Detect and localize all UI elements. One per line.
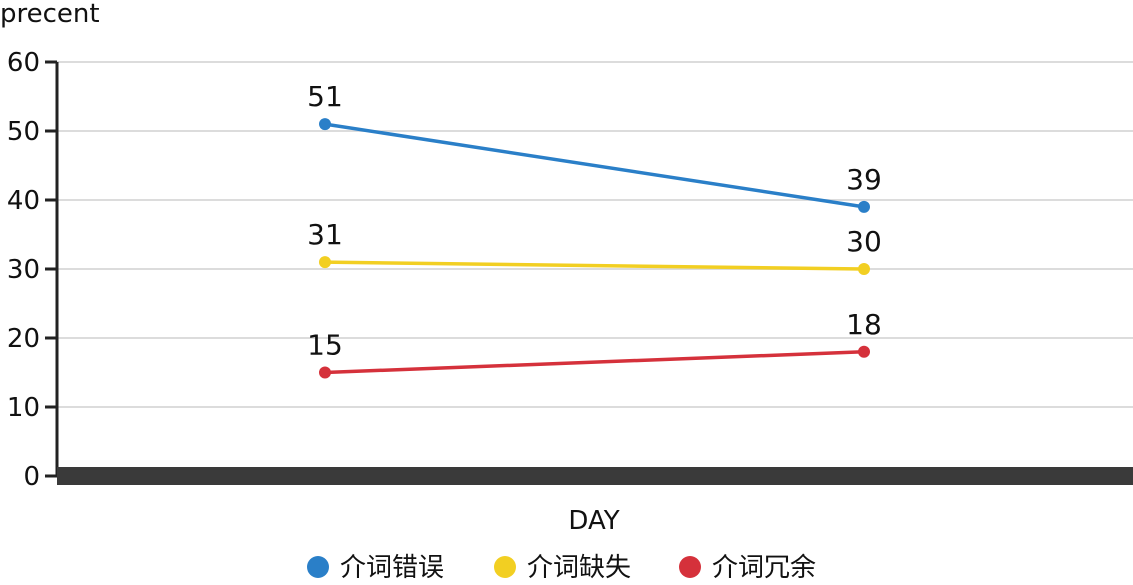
data-label: 51 [307,80,343,113]
axes [45,60,1133,485]
y-tick-label: 50 [7,117,40,147]
data-point [319,256,331,269]
legend-marker [307,556,329,578]
y-axis-title: precent [0,0,100,29]
data-label: 30 [846,225,882,258]
legend-label: 介词缺失 [527,553,631,583]
y-tick-label: 60 [7,48,40,78]
data-point [858,200,870,213]
y-tick-labels: 0 10 20 30 40 50 60 [7,48,40,492]
data-label: 31 [307,218,343,251]
data-label: 15 [307,329,343,362]
data-label: 18 [846,308,882,341]
legend: 介词错误 介词缺失 介词冗余 [307,553,816,583]
data-point [319,118,331,131]
legend-label: 介词错误 [340,553,444,583]
y-tick-label: 20 [7,324,40,354]
legend-marker [494,556,516,578]
y-tick-label: 10 [7,393,40,423]
series-lines [319,118,870,379]
grid-lines [57,61,1133,408]
data-point [319,366,331,379]
series-line-3 [324,350,865,375]
legend-marker [679,556,701,578]
series-line-2 [324,260,865,271]
y-tick-label: 30 [7,255,40,285]
legend-label: 介词冗余 [712,553,816,583]
data-labels: 51 39 31 30 15 18 [307,80,882,361]
data-point [858,345,870,358]
x-axis-bar [57,467,1133,485]
x-axis-title: DAY [568,506,619,536]
data-label: 39 [846,163,882,196]
y-tick-label: 40 [7,186,40,216]
series-line-1 [324,122,865,209]
y-tick-label: 0 [23,462,40,492]
data-point [858,263,870,275]
